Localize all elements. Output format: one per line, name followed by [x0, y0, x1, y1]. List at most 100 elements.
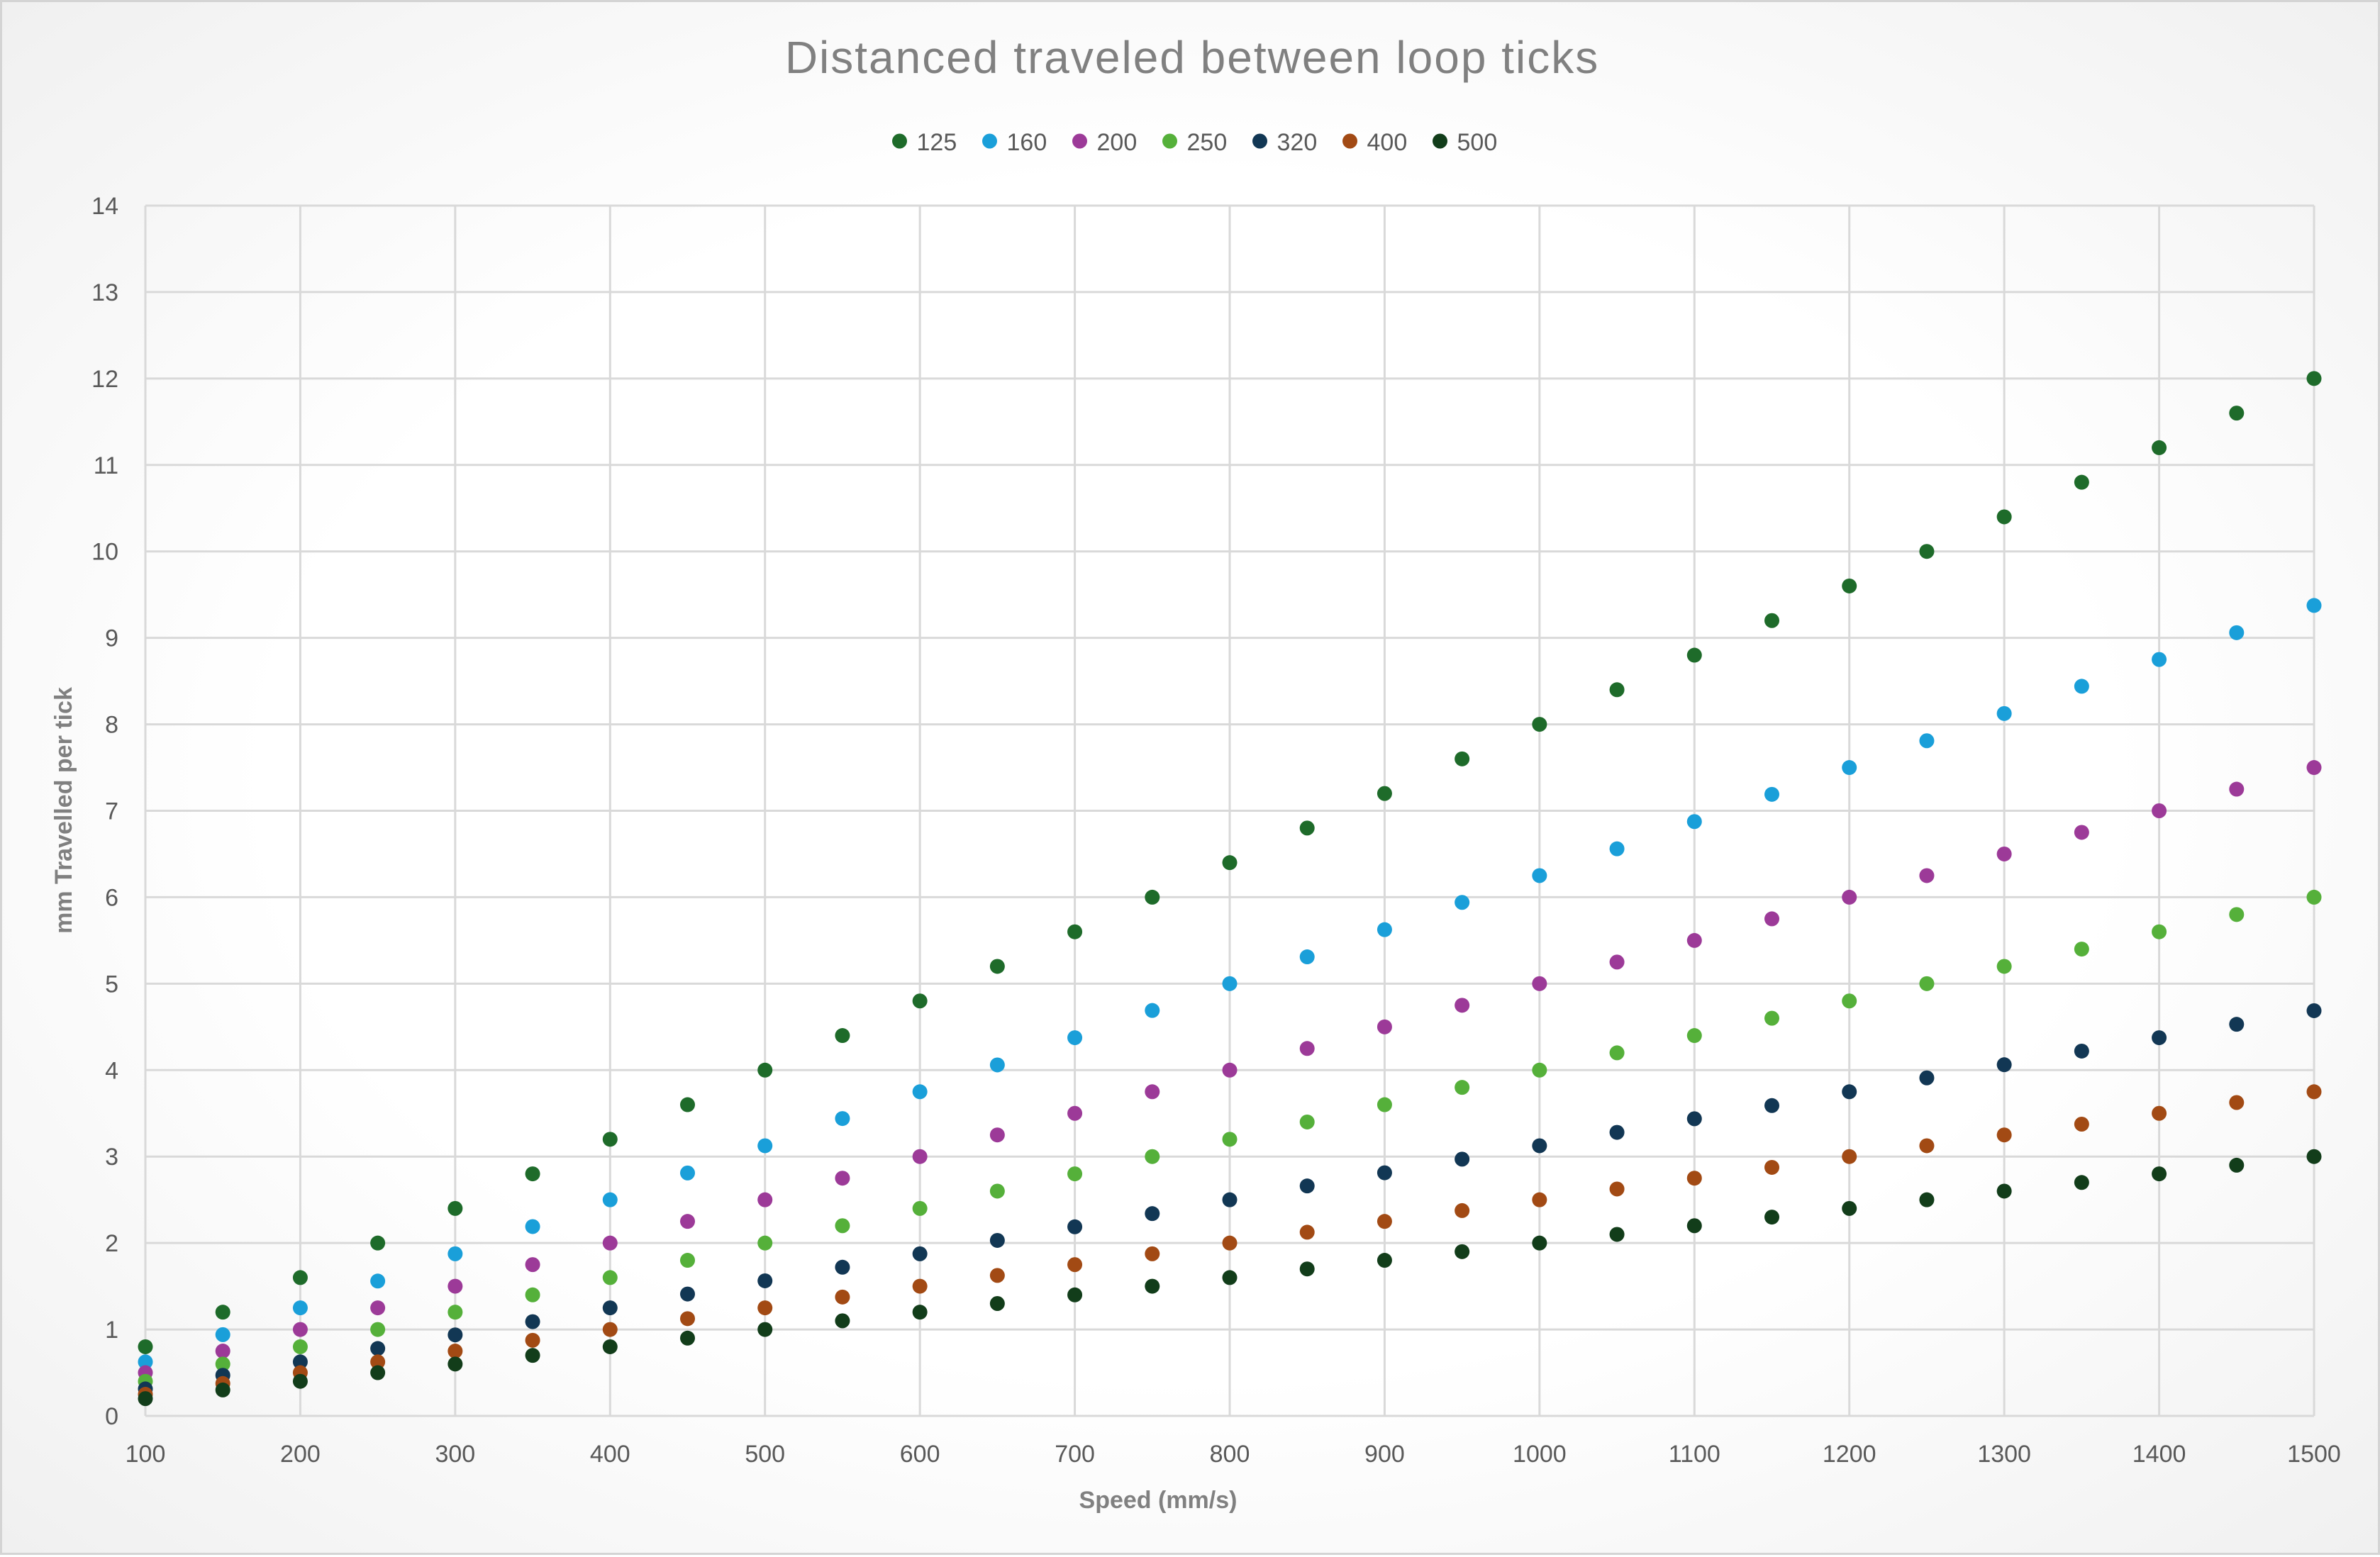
data-point: [525, 1348, 540, 1363]
data-point: [2306, 1084, 2322, 1100]
data-point: [1609, 841, 1625, 856]
data-point: [1919, 1192, 1935, 1207]
series-125: [138, 371, 2322, 1354]
data-point: [835, 1289, 850, 1305]
data-point: [292, 1300, 308, 1316]
data-point: [215, 1356, 230, 1372]
data-point: [370, 1235, 386, 1251]
data-point: [1067, 924, 1083, 939]
data-point: [1455, 1080, 1470, 1095]
data-point: [1145, 1246, 1160, 1261]
y-tick-label: 7: [105, 798, 118, 825]
legend-label: 250: [1187, 129, 1228, 156]
y-tick-label: 4: [105, 1057, 118, 1084]
data-point: [2152, 924, 2167, 939]
data-point: [602, 1339, 618, 1354]
legend-label: 200: [1097, 129, 1138, 156]
data-point: [2306, 598, 2322, 613]
data-point: [138, 1354, 153, 1370]
data-point: [757, 1300, 773, 1316]
data-point: [602, 1270, 618, 1285]
data-point: [1532, 976, 1547, 991]
x-tick-label: 1100: [1669, 1441, 1720, 1468]
data-point: [1919, 1070, 1935, 1086]
data-point: [292, 1373, 308, 1389]
data-point: [1145, 889, 1160, 905]
legend-marker: [1433, 133, 1447, 149]
data-point: [1222, 1235, 1238, 1251]
x-tick-label: 300: [435, 1441, 475, 1468]
data-point: [1842, 578, 1857, 593]
data-point: [292, 1270, 308, 1285]
data-point: [1919, 544, 1935, 559]
legend-item-160: 160: [982, 129, 1047, 156]
data-point: [757, 1322, 773, 1337]
data-point: [2152, 440, 2167, 455]
data-point: [602, 1300, 618, 1316]
data-point: [912, 1200, 928, 1216]
data-point: [757, 1192, 773, 1207]
data-point: [525, 1219, 540, 1234]
series-160: [138, 598, 2322, 1370]
data-point: [1996, 1057, 2012, 1073]
data-point: [1222, 1270, 1238, 1285]
x-axis-title: Speed (mm/s): [1079, 1487, 1238, 1514]
legend-label: 400: [1367, 129, 1408, 156]
legend-item-400: 400: [1342, 129, 1407, 156]
data-point: [1377, 786, 1392, 801]
data-point: [989, 1127, 1005, 1143]
data-point: [2229, 625, 2245, 640]
data-point: [2152, 803, 2167, 818]
data-point: [1609, 1124, 1625, 1140]
data-point: [2074, 1043, 2089, 1059]
x-tick-label: 1500: [2287, 1441, 2341, 1468]
data-point: [1609, 1045, 1625, 1061]
data-point: [912, 1149, 928, 1164]
gridlines: [144, 204, 2315, 1417]
chart-title: Distanced traveled between loop ticks: [785, 32, 1599, 83]
data-point: [1686, 1218, 1702, 1234]
data-point: [1686, 1111, 1702, 1127]
data-point: [1996, 705, 2012, 721]
data-point: [2152, 652, 2167, 667]
data-point: [1764, 1159, 1779, 1175]
data-point: [1532, 717, 1547, 732]
data-point: [1067, 1257, 1083, 1273]
data-point: [2074, 825, 2089, 840]
data-point: [1222, 976, 1238, 991]
legend-item-200: 200: [1072, 129, 1137, 156]
data-point: [525, 1166, 540, 1182]
data-point: [680, 1253, 695, 1268]
data-point: [1145, 1149, 1160, 1164]
y-tick-label: 5: [105, 971, 118, 998]
data-point: [1377, 1165, 1392, 1181]
legend-marker: [982, 133, 997, 149]
data-point: [2152, 1105, 2167, 1121]
data-point: [2306, 1149, 2322, 1164]
data-point: [835, 1171, 850, 1186]
data-point: [602, 1322, 618, 1337]
legend-marker: [1072, 133, 1087, 149]
data-point: [1067, 1287, 1083, 1302]
data-point: [757, 1062, 773, 1078]
legend-item-250: 250: [1162, 129, 1227, 156]
data-point: [1455, 1151, 1470, 1167]
data-point: [1299, 1114, 1315, 1129]
series-250: [138, 889, 2322, 1389]
legend-marker: [892, 133, 907, 149]
data-point: [2229, 406, 2245, 421]
data-point: [835, 1028, 850, 1044]
y-tick-label: 14: [91, 193, 118, 220]
data-point: [2229, 1095, 2245, 1110]
legend-label: 160: [1007, 129, 1047, 156]
data-point: [680, 1097, 695, 1112]
data-point: [1299, 1261, 1315, 1277]
data-point: [1455, 1244, 1470, 1259]
data-point: [835, 1218, 850, 1234]
y-tick-label: 12: [91, 366, 118, 393]
data-point: [1842, 1084, 1857, 1100]
data-point: [1067, 1219, 1083, 1234]
data-point: [215, 1382, 230, 1397]
data-point: [2229, 781, 2245, 797]
data-point: [2074, 679, 2089, 694]
